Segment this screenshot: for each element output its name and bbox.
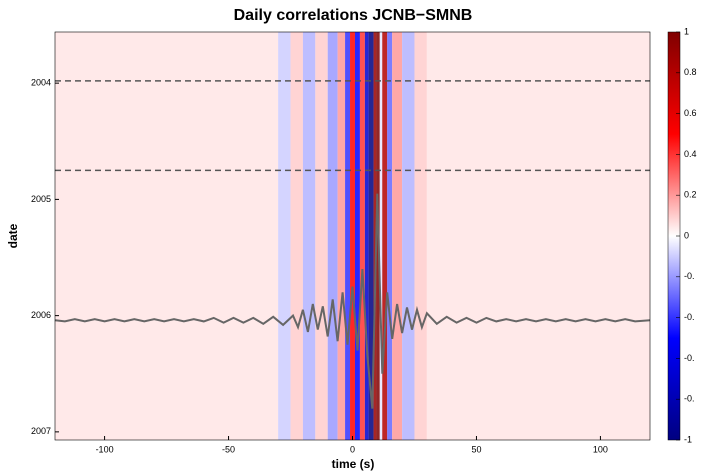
heatmap-cell: [290, 32, 303, 440]
heatmap-cell: [359, 32, 365, 440]
heatmap-cell: [382, 32, 388, 440]
x-tick-label: 100: [593, 444, 608, 454]
colorbar-tick-label: 1: [684, 26, 689, 36]
heatmap-cell: [379, 32, 383, 440]
heatmap-cell: [426, 32, 650, 440]
x-tick-label: 50: [471, 444, 481, 454]
x-tick-label: -50: [222, 444, 235, 454]
heatmap-cell: [364, 32, 369, 440]
heatmap-cell: [315, 32, 328, 440]
x-tick-label: -100: [96, 444, 114, 454]
colorbar-tick-label: 0.4: [684, 149, 697, 159]
y-tick-label: 2005: [31, 194, 51, 204]
colorbar-tick-label: -0.: [684, 353, 695, 363]
heatmap-cell: [350, 32, 355, 440]
chart-title: Daily correlations JCNB−SMNB: [234, 7, 473, 24]
heatmap-cell: [278, 32, 291, 440]
heatmap-cell: [354, 32, 360, 440]
x-tick-label: 0: [350, 444, 355, 454]
heatmap-cell: [373, 32, 377, 440]
trace-line: [54, 193, 651, 409]
heatmap-cell: [302, 32, 316, 440]
y-axis-label: date: [6, 223, 20, 248]
colorbar-tick-label: -0.: [684, 394, 695, 404]
colorbar-tick-label: 0.6: [684, 108, 697, 118]
heatmap-cell: [55, 32, 279, 440]
y-tick-label: 2006: [31, 310, 51, 320]
heatmap-cell: [327, 32, 338, 440]
heatmap-cell: [387, 32, 393, 440]
heatmap-cell: [414, 32, 427, 440]
colorbar-tick-label: 0.2: [684, 190, 697, 200]
y-tick-label: 2007: [31, 426, 51, 436]
y-tick-label: 2004: [31, 78, 51, 88]
colorbar-tick-label: -0.: [684, 271, 695, 281]
heatmap-cell: [345, 32, 351, 440]
heatmap-cell: [402, 32, 415, 440]
colorbar-tick-label: 0.8: [684, 67, 697, 77]
heatmap-cell: [337, 32, 346, 440]
colorbar-tick-label: -0.: [684, 312, 695, 322]
heatmap-cell: [392, 32, 403, 440]
colorbar-tick-label: 0: [684, 230, 689, 240]
heatmap-cell: [368, 32, 374, 440]
x-axis-label: time (s): [332, 457, 375, 471]
colorbar-tick-label: -1: [684, 434, 692, 444]
